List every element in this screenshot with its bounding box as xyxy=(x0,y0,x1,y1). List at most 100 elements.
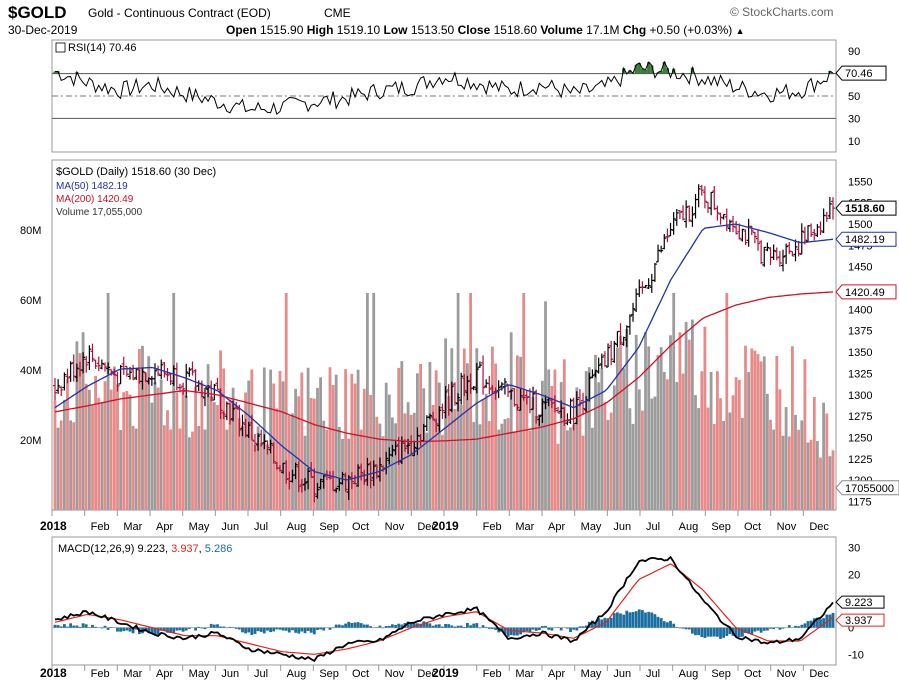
volume-bar xyxy=(647,346,650,510)
rsi-value-tag: 70.46 xyxy=(836,66,886,80)
time-axis-top-label: Oct xyxy=(744,521,761,533)
macd-histogram-bar xyxy=(482,625,485,627)
time-axis-bottom-label: Mar xyxy=(123,668,142,680)
volume-bar xyxy=(260,443,263,510)
macd-histogram-bar xyxy=(394,625,397,628)
volume-bar xyxy=(213,402,216,510)
volume-bar xyxy=(482,399,485,510)
macd-histogram-bar xyxy=(535,628,538,631)
macd-histogram-bar xyxy=(210,624,213,628)
macd-histogram-bar xyxy=(429,623,432,627)
price-bar xyxy=(806,225,810,241)
price-bar xyxy=(94,360,98,369)
volume-bar xyxy=(363,389,366,510)
volume-bar xyxy=(638,389,641,510)
price-bar xyxy=(800,223,804,254)
price-bar xyxy=(784,244,788,265)
volume-bar xyxy=(794,415,797,510)
volume-bar xyxy=(666,379,669,510)
macd-legend: MACD(12,26,9) 9.223, 3.937, 5.286 xyxy=(58,543,232,555)
volume-bar xyxy=(760,362,763,511)
price-bar xyxy=(815,224,819,237)
macd-histogram-bar xyxy=(707,628,710,637)
volume-bar xyxy=(785,407,788,510)
volume-bar xyxy=(747,372,750,510)
volume-bar xyxy=(497,430,500,510)
price-bar xyxy=(712,186,716,210)
volume-bar xyxy=(807,443,810,511)
volume-bar xyxy=(719,398,722,510)
macd-histogram-bar xyxy=(129,628,132,632)
volume-bar xyxy=(494,364,497,510)
volume-bar xyxy=(135,429,138,510)
volume-bar xyxy=(616,348,619,510)
price-bar xyxy=(90,344,94,362)
macd-histogram-bar xyxy=(488,628,491,629)
volume-bar xyxy=(160,379,163,510)
macd-histogram-bar xyxy=(632,612,635,628)
price-tag-text: 1518.60 xyxy=(845,203,885,215)
time-axis-top-label: Jun xyxy=(221,521,239,533)
volume-bar xyxy=(644,332,647,510)
price-bar xyxy=(87,345,91,370)
volume-bar xyxy=(504,419,507,510)
macd-histogram-bar xyxy=(382,628,385,629)
macd-histogram-bar xyxy=(76,626,79,628)
macd-histogram-bar xyxy=(550,628,553,631)
volume-bar xyxy=(529,431,532,510)
price-bar xyxy=(603,351,607,367)
macd-histogram-bar xyxy=(572,628,575,630)
price-bar xyxy=(481,356,485,395)
time-axis-bottom-label: May xyxy=(189,668,210,680)
time-axis-top-label: Nov xyxy=(777,521,797,533)
macd-histogram-bar xyxy=(457,626,460,628)
macd-histogram-bar xyxy=(288,628,291,633)
macd-histogram-bar xyxy=(304,628,307,634)
macd-histogram-bar xyxy=(219,627,222,628)
stock-chart: 907050301070.46 80M60M40M20M155015251500… xyxy=(0,0,899,681)
price-bar xyxy=(225,402,229,421)
price-bar xyxy=(153,363,157,384)
time-axis-top-label: May xyxy=(581,521,602,533)
volume-bar xyxy=(735,377,738,510)
time-axis-bottom-label: Jul xyxy=(646,668,660,680)
rsi-line xyxy=(55,62,833,114)
macd-histogram-bar xyxy=(322,628,325,631)
volume-bar xyxy=(513,431,516,510)
macd-histogram-bar xyxy=(216,624,219,627)
price-legend-ma200: MA(200) 1420.49 xyxy=(56,194,134,205)
macd-histogram-bar xyxy=(350,623,353,628)
volume-tag-text: 17055000 xyxy=(845,483,894,495)
volume-bar xyxy=(685,322,688,510)
volume-bar xyxy=(744,346,747,510)
macd-histogram-bar xyxy=(760,628,763,633)
volume-bar xyxy=(500,424,503,510)
rsi-panel: 907050301070.46 xyxy=(52,46,886,148)
volume-bar xyxy=(779,389,782,510)
volume-bar xyxy=(197,426,200,510)
volume-bar xyxy=(219,350,222,510)
volume-bar xyxy=(691,320,694,510)
volume-bar xyxy=(72,422,75,510)
volume-bar xyxy=(641,411,644,510)
price-bar xyxy=(819,221,823,235)
volume-bar xyxy=(244,393,247,511)
volume-bar xyxy=(60,421,63,511)
volume-bar xyxy=(469,293,472,510)
macd-histogram-bar xyxy=(613,613,616,628)
price-bar xyxy=(669,223,673,236)
macd-histogram-bar xyxy=(654,614,657,628)
macd-histogram-bar xyxy=(204,628,207,629)
macd-histogram-bar xyxy=(397,624,400,628)
price-bar xyxy=(825,212,829,222)
volume-bar xyxy=(304,436,307,510)
volume-bar xyxy=(538,414,541,510)
price-bar xyxy=(681,205,685,220)
macd-histogram-bar xyxy=(560,628,563,631)
macd-histogram-bar xyxy=(704,628,707,638)
volume-bar xyxy=(694,395,697,510)
volume-bar xyxy=(438,383,441,510)
price-y-tick: 1500 xyxy=(848,219,872,231)
volume-bar xyxy=(554,370,557,510)
price-bar xyxy=(756,230,760,251)
